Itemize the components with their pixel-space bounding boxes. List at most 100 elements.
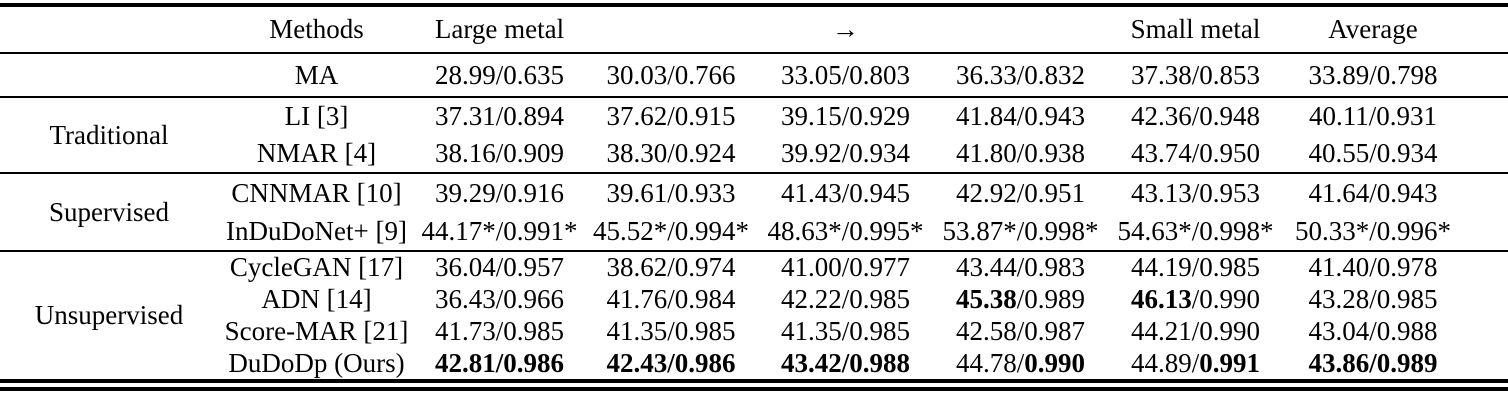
metric-value: 36.04/0.957 [415, 251, 584, 283]
group-label: Unsupervised [34, 300, 184, 330]
metric-value: 38.30/0.924 [584, 135, 758, 173]
metric-value: 41.35/0.985 [758, 315, 933, 347]
metric-value: 43.13/0.953 [1108, 173, 1283, 212]
metric-value: 45.38/0.989 [933, 283, 1108, 315]
metric-value: 41.76/0.984 [584, 283, 758, 315]
metric-value: 36.33/0.832 [933, 53, 1108, 97]
metric-segment: 42.36/0.948 [1130, 101, 1260, 131]
metric-segment: 41.43/0.945 [780, 177, 910, 208]
metric-value: 43.04/0.988 [1283, 315, 1508, 347]
metric-segment-bold: 46.13 [1130, 283, 1192, 314]
table-row: Supervised CNNMAR [10] 39.29/0.916 39.61/0.… [0, 173, 1508, 225]
metric-value: 54.63*/0.998* [1108, 212, 1283, 251]
group-label: Supervised [49, 196, 169, 227]
metric-segment: 37.38/0.853 [1130, 59, 1260, 90]
metric-segment: 42.22/0.985 [780, 283, 910, 314]
metric-value: 42.81/0.986 [415, 347, 584, 379]
metric-segment: 54.63*/0.998* [1117, 215, 1274, 246]
metric-value: 53.87*/0.998* [933, 212, 1108, 251]
metric-value: 37.62/0.915 [584, 97, 758, 135]
metric-segment: 40.55/0.934 [1308, 138, 1438, 168]
table-section-unsupervised: Unsupervised CycleGAN [17] 36.04/0.957 38.6… [0, 251, 1508, 379]
metric-value: 44.17*/0.991* [415, 212, 584, 251]
metric-segment: 43.28/0.985 [1308, 283, 1438, 314]
table-top-rule [0, 3, 1508, 7]
metric-value: 38.16/0.909 [415, 135, 584, 173]
metric-segment: 43.04/0.988 [1308, 315, 1438, 346]
metric-segment-bold: 0.991 [1199, 347, 1260, 378]
table-row: MA 28.99/0.635 30.03/0.766 33.05/0.803 36.33… [0, 53, 1508, 97]
metric-value: 41.84/0.943 [933, 97, 1108, 135]
metric-segment: 38.16/0.909 [434, 138, 564, 168]
metric-segment: 43.13/0.953 [1130, 177, 1260, 208]
header-col-average: Average [1328, 14, 1418, 44]
metric-value: 33.89/0.798 [1283, 53, 1508, 97]
metric-value: 41.73/0.985 [415, 315, 584, 347]
metric-value: 40.55/0.934 [1283, 135, 1508, 173]
metric-segment: /0.990 [1191, 283, 1260, 314]
metric-segment: 41.80/0.938 [955, 138, 1085, 168]
method-name: DuDoDp (Ours) [228, 347, 405, 378]
method-name: InDuDoNet+ [9] [226, 215, 407, 246]
metric-value: 42.92/0.951 [933, 173, 1108, 212]
metric-value: 30.03/0.766 [584, 53, 758, 97]
metric-value: 43.28/0.985 [1283, 283, 1508, 315]
metric-value: 38.62/0.974 [584, 251, 758, 283]
metric-value: 44.19/0.985 [1108, 251, 1283, 283]
metric-segment: 41.35/0.985 [780, 315, 910, 346]
table-row: InDuDoNet+ [9] 44.17*/0.991* 45.52*/0.994*… [0, 212, 1508, 251]
metric-segment: 42.92/0.951 [955, 177, 1085, 208]
table-row: DuDoDp (Ours) 42.81/0.986 42.43/0.986 43.42… [0, 347, 1508, 379]
method-name: Score-MAR [21] [224, 315, 409, 346]
metric-value: 41.64/0.943 [1283, 173, 1508, 212]
table-row: ADN [14] 36.43/0.966 41.76/0.984 42.22/0.98… [0, 283, 1508, 315]
metric-value: 37.38/0.853 [1108, 53, 1283, 97]
header-group-cell [0, 7, 218, 53]
metric-segment: 44.19/0.985 [1130, 252, 1260, 282]
method-name: MA [294, 59, 339, 90]
header-row: Methods Large metal → Small metal Averag… [0, 7, 1508, 53]
table-header: Methods Large metal → Small metal Averag… [0, 7, 1508, 53]
metric-value: 41.43/0.945 [758, 173, 933, 212]
metric-segment-bold: 43.42/0.988 [780, 347, 910, 378]
metric-value: 43.42/0.988 [758, 347, 933, 379]
metric-value: 44.78/0.990 [933, 347, 1108, 379]
metric-segment: 30.03/0.766 [606, 59, 736, 90]
method-name: CNNMAR [10] [231, 177, 402, 208]
table-row: Traditional LI [3] 37.31/0.894 37.62/0.915 3… [0, 97, 1508, 149]
group-label [0, 53, 218, 97]
metric-segment: 48.63*/0.995* [767, 215, 924, 246]
metric-segment: /0.989 [1016, 283, 1085, 314]
metric-segment: 44.78/ [955, 347, 1025, 378]
metric-value: 43.44/0.983 [933, 251, 1108, 283]
metric-segment: 40.11/0.931 [1309, 101, 1437, 131]
metric-segment: 41.76/0.984 [606, 283, 736, 314]
metric-value: 41.80/0.938 [933, 135, 1108, 173]
metric-segment: 43.44/0.983 [955, 252, 1085, 282]
metric-value: 42.43/0.986 [584, 347, 758, 379]
method-name: LI [3] [284, 101, 349, 131]
metric-segment: 37.31/0.894 [434, 101, 564, 131]
metric-segment: 39.29/0.916 [434, 177, 564, 208]
metric-segment: 33.89/0.798 [1308, 59, 1438, 90]
metric-value: 39.92/0.934 [758, 135, 933, 173]
method-name: CycleGAN [17] [229, 252, 404, 282]
metric-segment: 39.15/0.929 [780, 101, 910, 131]
header-col-2 [584, 7, 758, 53]
metric-segment: 36.04/0.957 [434, 252, 564, 282]
metric-value: 43.86/0.989 [1283, 347, 1508, 379]
metric-value: 45.52*/0.994* [584, 212, 758, 251]
header-col-small-metal: Small metal [1130, 14, 1261, 44]
metric-value: 44.21/0.990 [1108, 315, 1283, 347]
metric-segment-bold: 42.43/0.986 [606, 347, 736, 378]
metric-segment: 43.74/0.950 [1130, 138, 1260, 168]
metric-value: 37.31/0.894 [415, 97, 584, 135]
method-name: ADN [14] [261, 283, 372, 314]
metric-segment-bold: 42.81/0.986 [434, 347, 564, 378]
metric-segment: 41.00/0.977 [780, 252, 910, 282]
table-bottom-double-rule [0, 379, 1508, 391]
metric-value: 50.33*/0.996* [1283, 212, 1508, 251]
metric-segment: 41.64/0.943 [1308, 177, 1438, 208]
metric-segment: 39.61/0.933 [606, 177, 736, 208]
paper-results-table-page: Methods Large metal → Small metal Averag… [0, 3, 1508, 391]
